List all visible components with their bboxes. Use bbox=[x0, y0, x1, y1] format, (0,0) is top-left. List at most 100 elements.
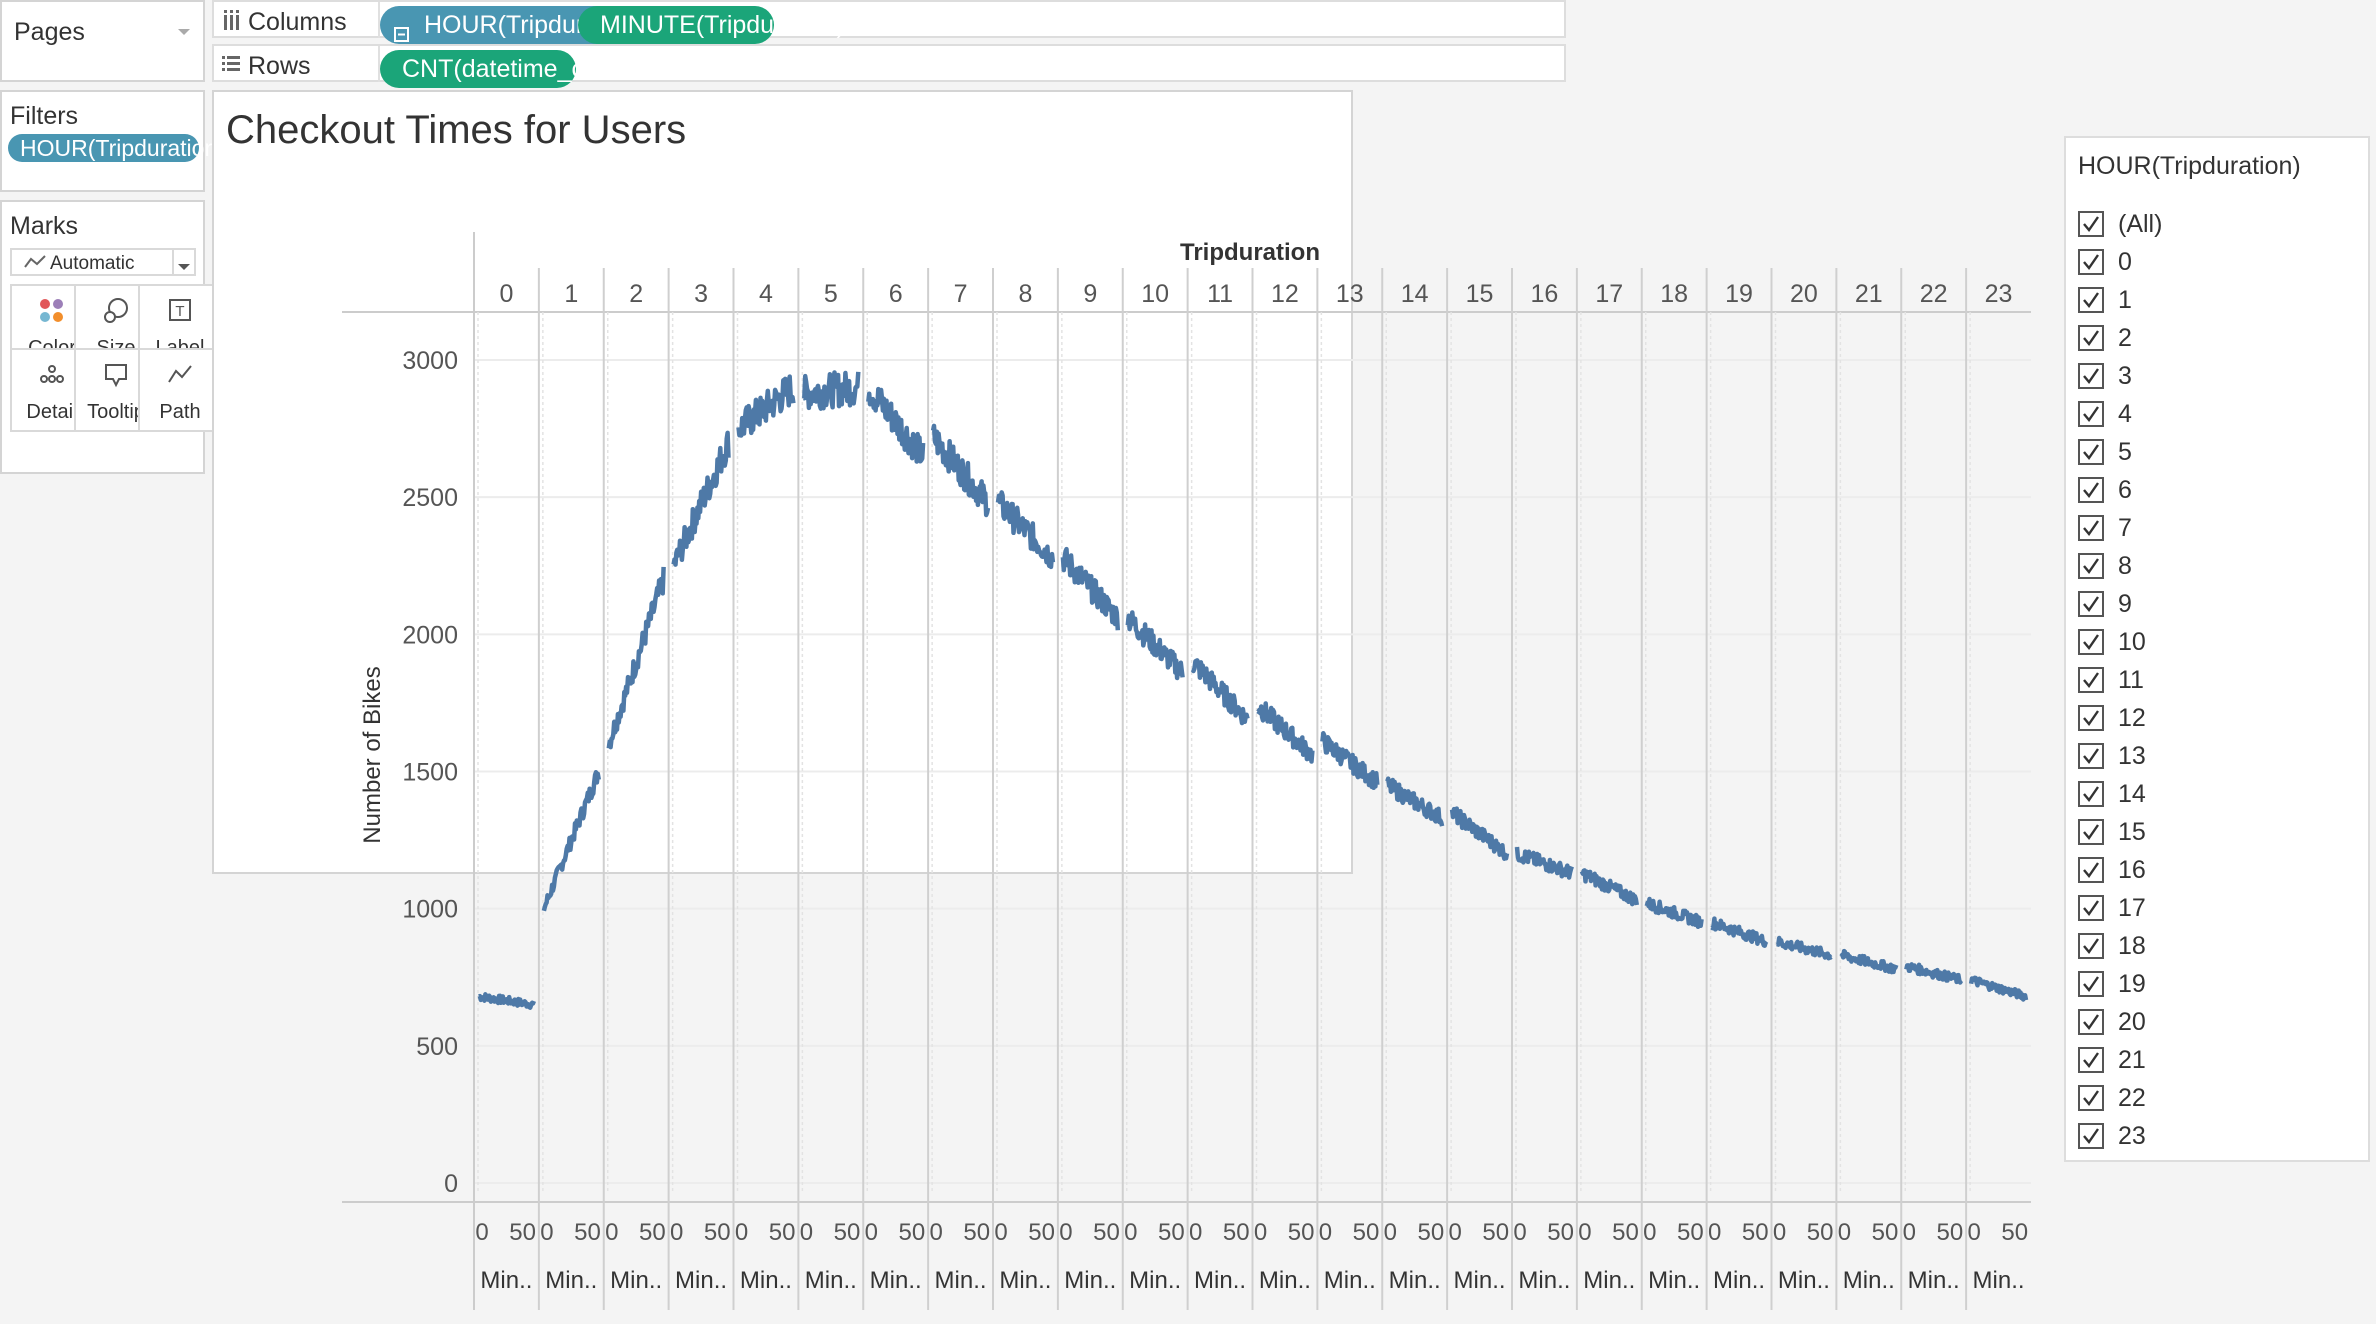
filter-item-11[interactable]: 11 bbox=[2078, 664, 2338, 698]
filter-item-15[interactable]: 15 bbox=[2078, 816, 2338, 850]
checkbox-checked-icon[interactable] bbox=[2078, 287, 2104, 313]
x-tick-label: 0 bbox=[1838, 1219, 1851, 1246]
filter-item-label: 12 bbox=[2118, 704, 2146, 732]
filter-item-8[interactable]: 8 bbox=[2078, 550, 2338, 584]
checkbox-checked-icon[interactable] bbox=[2078, 705, 2104, 731]
x-tick-label: 0 bbox=[1708, 1219, 1721, 1246]
checkbox-checked-icon[interactable] bbox=[2078, 477, 2104, 503]
checkbox-checked-icon[interactable] bbox=[2078, 1085, 2104, 1111]
checkbox-checked-icon[interactable] bbox=[2078, 667, 2104, 693]
column-pill-minute[interactable]: MINUTE(Tripduration) bbox=[578, 6, 845, 44]
checkbox-checked-icon[interactable] bbox=[2078, 211, 2104, 237]
filter-item-18[interactable]: 18 bbox=[2078, 930, 2338, 964]
x-tick-label: 0 bbox=[1384, 1219, 1397, 1246]
filter-item-label: 0 bbox=[2118, 248, 2132, 276]
checkbox-checked-icon[interactable] bbox=[2078, 743, 2104, 769]
x-tick-label: 0 bbox=[1448, 1219, 1461, 1246]
filter-item-14[interactable]: 14 bbox=[2078, 778, 2338, 812]
x-tick-label: 50 bbox=[1807, 1219, 1834, 1246]
x-tick-label: 50 bbox=[1482, 1219, 1509, 1246]
checkbox-checked-icon[interactable] bbox=[2078, 819, 2104, 845]
x-tick-label: 50 bbox=[509, 1219, 536, 1246]
x-tick-label: 0 bbox=[1643, 1219, 1656, 1246]
checkbox-checked-icon[interactable] bbox=[2078, 1009, 2104, 1035]
collapse-icon[interactable] bbox=[394, 16, 410, 54]
filter-item-1[interactable]: 1 bbox=[2078, 284, 2338, 318]
checkbox-checked-icon[interactable] bbox=[2078, 249, 2104, 275]
chevron-down-icon[interactable] bbox=[177, 24, 191, 42]
filter-item-20[interactable]: 20 bbox=[2078, 1006, 2338, 1040]
x-tick-label: 0 bbox=[1967, 1219, 1980, 1246]
pane-axis-title: Min.. bbox=[1713, 1267, 1765, 1294]
series-line-hour-14 bbox=[1385, 776, 1445, 827]
checkbox-checked-icon[interactable] bbox=[2078, 363, 2104, 389]
filter-item-16[interactable]: 16 bbox=[2078, 854, 2338, 888]
x-tick-label: 0 bbox=[1773, 1219, 1786, 1246]
pane-header-label: 18 bbox=[1660, 280, 1688, 308]
checkbox-checked-icon[interactable] bbox=[2078, 1123, 2104, 1149]
mark-type-select[interactable]: Automatic bbox=[10, 248, 196, 276]
pane-axis-title: Min.. bbox=[1518, 1267, 1570, 1294]
filter-item-all[interactable]: (All) bbox=[2078, 208, 2338, 242]
pages-title: Pages bbox=[14, 18, 85, 46]
size-icon bbox=[76, 296, 156, 326]
pane-axis-title: Min.. bbox=[1064, 1267, 1116, 1294]
x-tick-label: 50 bbox=[1547, 1219, 1574, 1246]
filter-item-19[interactable]: 19 bbox=[2078, 968, 2338, 1002]
filter-item-0[interactable]: 0 bbox=[2078, 246, 2338, 280]
filter-item-13[interactable]: 13 bbox=[2078, 740, 2338, 774]
filter-item-label: 19 bbox=[2118, 970, 2146, 998]
filter-item-label: 8 bbox=[2118, 552, 2132, 580]
filter-item-10[interactable]: 10 bbox=[2078, 626, 2338, 660]
pane-axis-title: Min.. bbox=[935, 1267, 987, 1294]
checkbox-checked-icon[interactable] bbox=[2078, 439, 2104, 465]
row-pill-count[interactable]: CNT(datetime_citibik.. bbox=[380, 50, 648, 88]
pane-axis-title: Min.. bbox=[1129, 1267, 1181, 1294]
x-tick-label: 0 bbox=[1319, 1219, 1332, 1246]
color-icon bbox=[12, 296, 92, 326]
checkbox-checked-icon[interactable] bbox=[2078, 857, 2104, 883]
checkbox-checked-icon[interactable] bbox=[2078, 515, 2104, 541]
detail-icon bbox=[12, 360, 92, 390]
checkbox-checked-icon[interactable] bbox=[2078, 591, 2104, 617]
filter-item-7[interactable]: 7 bbox=[2078, 512, 2338, 546]
filter-item-5[interactable]: 5 bbox=[2078, 436, 2338, 470]
series-line-hour-0 bbox=[477, 992, 536, 1010]
filter-pill-hour[interactable]: HOUR(Tripduration) bbox=[8, 134, 225, 162]
checkbox-checked-icon[interactable] bbox=[2078, 325, 2104, 351]
filter-item-21[interactable]: 21 bbox=[2078, 1044, 2338, 1078]
checkbox-checked-icon[interactable] bbox=[2078, 553, 2104, 579]
filters-card: Filters HOUR(Tripduration) bbox=[0, 90, 225, 192]
filter-item-22[interactable]: 22 bbox=[2078, 1082, 2338, 1116]
checkbox-checked-icon[interactable] bbox=[2078, 895, 2104, 921]
marks-card: Marks Automatic Color Size T Label Detai… bbox=[0, 200, 222, 474]
pane-axis-title: Min.. bbox=[610, 1267, 662, 1294]
checkbox-checked-icon[interactable] bbox=[2078, 933, 2104, 959]
y-tick-label: 1000 bbox=[402, 896, 458, 924]
pane-axis-title: Min.. bbox=[1324, 1267, 1376, 1294]
filter-item-17[interactable]: 17 bbox=[2078, 892, 2338, 926]
filter-item-label: 2 bbox=[2118, 324, 2132, 352]
filter-item-label: 21 bbox=[2118, 1046, 2146, 1074]
filter-item-23[interactable]: 23 bbox=[2078, 1120, 2338, 1154]
select-divider bbox=[172, 250, 174, 274]
shelf-divider bbox=[378, 46, 380, 82]
filter-item-label: 15 bbox=[2118, 818, 2146, 846]
filter-item-12[interactable]: 12 bbox=[2078, 702, 2338, 736]
filter-item-2[interactable]: 2 bbox=[2078, 322, 2338, 356]
filter-item-6[interactable]: 6 bbox=[2078, 474, 2338, 508]
series-line-hour-15 bbox=[1449, 806, 1510, 861]
x-tick-label: 50 bbox=[1223, 1219, 1250, 1246]
checkbox-checked-icon[interactable] bbox=[2078, 629, 2104, 655]
pane-axis-title: Min.. bbox=[545, 1267, 597, 1294]
checkbox-checked-icon[interactable] bbox=[2078, 781, 2104, 807]
checkbox-checked-icon[interactable] bbox=[2078, 401, 2104, 427]
x-tick-label: 50 bbox=[1418, 1219, 1445, 1246]
filter-item-4[interactable]: 4 bbox=[2078, 398, 2338, 432]
path-button[interactable]: Path bbox=[138, 348, 222, 432]
filter-item-9[interactable]: 9 bbox=[2078, 588, 2338, 622]
chevron-down-icon[interactable] bbox=[178, 258, 190, 276]
filter-item-3[interactable]: 3 bbox=[2078, 360, 2338, 394]
checkbox-checked-icon[interactable] bbox=[2078, 1047, 2104, 1073]
checkbox-checked-icon[interactable] bbox=[2078, 971, 2104, 997]
